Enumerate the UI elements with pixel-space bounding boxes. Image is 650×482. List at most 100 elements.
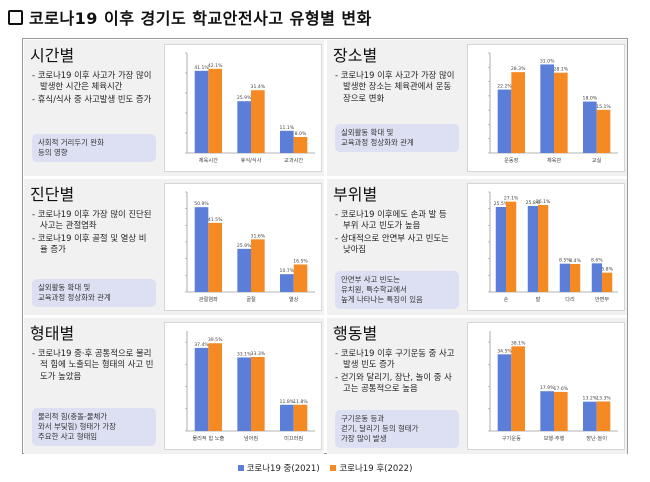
data-label: 25.9% bbox=[237, 243, 252, 249]
panel-bullets: - 코로나19 이후에도 손과 발 등 부위 사고 빈도가 높음 - 상대적으로… bbox=[335, 209, 457, 256]
bar bbox=[511, 346, 525, 431]
panel-note: 안면부 사고 빈도는 유치원, 특수학교에서 높게 나타나는 특징이 있음 bbox=[335, 271, 459, 309]
bar bbox=[559, 263, 570, 292]
data-label: 25.9% bbox=[237, 95, 252, 101]
bar bbox=[208, 68, 222, 153]
content-frame: 시간별 - 코로나19 이후 사고가 가장 많이 발생한 시간은 체육시간 - … bbox=[22, 38, 628, 454]
chart-svg: 25.5%27.1% 손 25.8%26.1% 발 8.5%8.4% 다리 8.6% 5.8%… bbox=[488, 191, 618, 303]
chart-svg: 41.1% 42.1% 체육시간 25.9% 31.4% 휴식/식사 11.1%8.0% 교과… bbox=[185, 52, 315, 164]
chart-svg: 22.2% 28.3% 운동장 31.0% 28.1% 체육관 18.0% 15.1% 교실 bbox=[488, 52, 618, 164]
chart-form: 37.4% 39.5% 물리적 힘 노출 33.1% 33.3% 넘어짐 11.8% 11.8… bbox=[164, 322, 322, 450]
panel-title: 형태별 bbox=[30, 324, 75, 343]
chart-svg: 50.9% 41.5% 관절염좌 25.9% 31.6% 골절 10.7% 16.5% 열상 bbox=[185, 191, 315, 303]
chart-time: 41.1% 42.1% 체육시간 25.9% 31.4% 휴식/식사 11.1% 8.0% 교과… bbox=[164, 44, 322, 172]
category-label: 발 bbox=[536, 295, 541, 303]
panel-title: 장소별 bbox=[333, 46, 378, 65]
panel-bullets: - 코로나19 중·후 공통적으로 물리적 힘에 노출되는 형태의 사고 빈도가… bbox=[32, 348, 154, 383]
bar bbox=[194, 347, 209, 431]
data-label: 34.5% bbox=[497, 348, 512, 354]
data-label: 17.6% bbox=[554, 386, 569, 392]
panel-bullets: - 코로나19 이후 구기운동 중 사고 발생 빈도 증가 - 걷기와 달리기,… bbox=[335, 348, 457, 395]
legend: 코로나19 중(2021) 코로나19 후(2022) bbox=[0, 462, 650, 474]
category-label: 휴식/식사 bbox=[241, 156, 262, 164]
category-label: 안면부 bbox=[595, 295, 610, 303]
bar bbox=[251, 90, 265, 153]
data-label: 8.5% bbox=[559, 258, 571, 264]
bar bbox=[495, 207, 506, 292]
category-label: 장난·놀이 bbox=[586, 434, 607, 442]
panel-diagnosis: 진단별 - 코로나19 이후 가장 많이 진단된 사고는 관절염좌 - 코로나1… bbox=[24, 179, 324, 315]
bar bbox=[583, 101, 597, 153]
category-label: 물리적 힘 노출 bbox=[192, 434, 224, 442]
bullet: - 코로나19 중·후 공통적으로 물리적 힘에 노출되는 형태의 사고 빈도가… bbox=[32, 348, 154, 381]
bullet: - 상대적으로 안면부 사고 빈도는 낮아짐 bbox=[335, 232, 449, 255]
data-label: 11.8% bbox=[280, 399, 295, 405]
category-label: 관절염좌 bbox=[199, 295, 218, 303]
data-label: 8.6% bbox=[591, 257, 603, 263]
bar bbox=[540, 64, 554, 153]
panel-title: 시간별 bbox=[30, 46, 75, 65]
data-label: 13.2% bbox=[583, 396, 598, 402]
panel-time: 시간별 - 코로나19 이후 사고가 가장 많이 발생한 시간은 체육시간 - … bbox=[24, 40, 324, 176]
category-label: 교실 bbox=[592, 156, 602, 164]
data-label: 13.3% bbox=[596, 395, 611, 401]
bar bbox=[237, 248, 251, 292]
bullet: - 휴식/식사 중 사고발생 빈도 증가 bbox=[32, 93, 152, 104]
bar bbox=[540, 391, 554, 431]
data-label: 18.0% bbox=[583, 96, 598, 102]
legend-item-before: 코로나19 중(2021) bbox=[237, 462, 320, 474]
title-bar: 코로나19 이후 경기도 학교안전사고 유형별 변화 bbox=[8, 6, 372, 28]
bar bbox=[602, 272, 613, 292]
data-label: 37.4% bbox=[194, 342, 209, 348]
data-label: 8.4% bbox=[569, 258, 581, 264]
category-label: 체육관 bbox=[547, 156, 562, 164]
bar bbox=[194, 70, 209, 153]
category-label: 교과시간 bbox=[284, 156, 303, 164]
data-label: 16.5% bbox=[293, 259, 308, 265]
panel-form: 형태별 - 코로나19 중·후 공통적으로 물리적 힘에 노출되는 형태의 사고… bbox=[24, 318, 324, 454]
data-label: 39.5% bbox=[208, 337, 223, 343]
bullet: - 걷기와 달리기, 장난, 놀이 중 사고는 공통적으로 높음 bbox=[335, 371, 452, 394]
panel-bodypart: 부위별 - 코로나19 이후에도 손과 발 등 부위 사고 빈도가 높음 - 상… bbox=[327, 179, 627, 315]
chart-place: 22.2% 28.3% 운동장 31.0% 28.1% 체육관 18.0% 15.1% 교실 bbox=[467, 44, 625, 172]
category-label: 열상 bbox=[289, 295, 299, 303]
bar bbox=[280, 130, 294, 153]
category-label: 체육시간 bbox=[199, 156, 218, 164]
data-label: 25.8% bbox=[526, 200, 541, 206]
data-label: 5.8% bbox=[601, 267, 613, 273]
data-label: 27.1% bbox=[504, 196, 519, 202]
bar bbox=[208, 343, 222, 431]
data-label: 33.1% bbox=[237, 351, 252, 357]
data-label: 31.0% bbox=[540, 58, 555, 64]
chart-svg: 34.5% 38.1% 구기운동 17.9% 17.6% 보행·주행 13.2% 13.3% 장… bbox=[488, 331, 618, 442]
data-label: 11.1% bbox=[280, 125, 295, 131]
bar bbox=[554, 391, 568, 431]
category-label: 골절 bbox=[246, 295, 256, 303]
bullet: - 코로나19 이후에도 손과 발 등 부위 사고 빈도가 높음 bbox=[335, 209, 447, 231]
data-label: 26.1% bbox=[536, 199, 551, 205]
panel-title: 진단별 bbox=[30, 185, 75, 204]
bar bbox=[280, 274, 294, 292]
bar bbox=[506, 201, 517, 292]
data-label: 28.1% bbox=[554, 67, 569, 73]
category-label: 구기운동 bbox=[502, 434, 521, 442]
bullet: - 코로나19 이후 가장 많이 진단된 사고는 관절염좌 bbox=[32, 209, 152, 231]
panel-bullets: - 코로나19 이후 사고가 가장 많이 발생한 시간은 체육시간 - 휴식/식… bbox=[32, 70, 154, 106]
data-label: 28.3% bbox=[511, 66, 526, 72]
bullet: - 코로나19 이후 사고가 가장 많이 발생한 장소는 체육관에서 운동장으로… bbox=[335, 70, 455, 103]
data-label: 11.8% bbox=[293, 399, 308, 405]
panel-note: 물리적 힘(충돌-물체가 와서 부딪힘) 형태가 가장 주요한 사고 형태임 bbox=[32, 408, 156, 446]
bar bbox=[583, 401, 597, 431]
bar bbox=[527, 206, 538, 292]
bar bbox=[251, 357, 265, 431]
bullet: - 코로나19 이후 구기운동 중 사고 발생 빈도 증가 bbox=[335, 348, 455, 370]
bar bbox=[280, 404, 294, 431]
chart-svg: 37.4%39.5% 물리적 힘 노출 33.1% 33.3% 넘어짐 11.8% 11.8… bbox=[185, 331, 315, 442]
page-title: 코로나19 이후 경기도 학교안전사고 유형별 변화 bbox=[29, 9, 372, 28]
chart-diagnosis: 50.9% 41.5% 관절염좌 25.9% 31.6% 골절 10.7% 16.5% 열상 bbox=[164, 183, 322, 311]
data-label: 33.3% bbox=[251, 351, 266, 357]
panel-behavior: 행동별 - 코로나19 이후 구기운동 중 사고 발생 빈도 증가 - 걷기와 … bbox=[327, 318, 627, 454]
bar bbox=[293, 404, 308, 431]
panel-note: 구기운동 등과 걷기, 달리기 등의 형태가 가장 많이 발생 bbox=[335, 410, 459, 448]
bar bbox=[293, 264, 308, 292]
